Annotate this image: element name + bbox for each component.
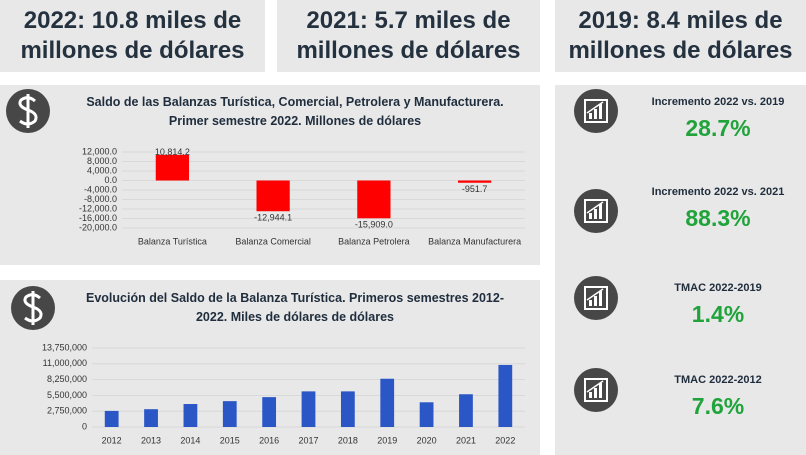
y-tick-label: -8,000.0: [84, 194, 117, 204]
x-tick-label: 2021: [456, 435, 476, 445]
header: 2022: 10.8 miles de millones de dólares: [0, 0, 265, 72]
dollar-icon: [11, 286, 55, 330]
icon-arrow: [586, 201, 604, 214]
value-label: -12,944.1: [254, 213, 292, 223]
panel: [0, 85, 540, 265]
y-tick-label: 8,000.0: [87, 156, 117, 166]
x-tick-label: Balanza Comercial: [235, 236, 311, 246]
x-tick-label: Balanza Turística: [138, 236, 207, 246]
chart-title: Evolución del Saldo de la Balanza Turíst…: [86, 291, 504, 324]
icon-bar: [589, 300, 592, 306]
chart-title: Saldo de las Balanzas Turística, Comerci…: [86, 95, 504, 128]
x-tick-label: Balanza Petrolera: [338, 236, 410, 246]
header: 2021: 5.7 miles de millones de dólares: [277, 0, 540, 72]
x-tick-label: 2019: [377, 435, 397, 445]
x-tick-label: Balanza Manufacturera: [428, 236, 521, 246]
kpi-label: TMAC 2022-2012: [674, 374, 762, 386]
icon-bar: [599, 383, 602, 398]
icon-bar: [599, 291, 602, 306]
x-tick-label: 2018: [338, 435, 358, 445]
x-tick-label: 2020: [417, 435, 437, 445]
icon-bar: [594, 388, 597, 398]
y-tick-label: 8,250,000: [47, 374, 87, 384]
value-label: 10,814.2: [155, 147, 190, 157]
y-tick-label: -20,000.0: [79, 222, 117, 232]
x-tick-label: 2016: [259, 435, 279, 445]
dollar-icon: [6, 89, 50, 133]
kpi-value: 28.7%: [685, 115, 751, 141]
bar: [301, 391, 316, 427]
x-tick-label: 2012: [102, 435, 122, 445]
bar: [498, 364, 513, 427]
x-tick-label: 2015: [220, 435, 240, 445]
icon-frame: [584, 199, 608, 223]
icon-bar: [599, 104, 602, 119]
icon-arrow: [586, 288, 604, 301]
bar: [104, 410, 119, 427]
icon-bar: [589, 113, 592, 119]
y-tick-label: 5,500,000: [47, 390, 87, 400]
bar: [183, 404, 198, 427]
kpi-label: Incremento 2022 vs. 2019: [651, 96, 785, 108]
growth-icon: [574, 189, 618, 233]
icon-bar: [594, 109, 597, 119]
x-tick-label: 2017: [298, 435, 318, 445]
y-tick-label: -4,000.0: [84, 184, 117, 194]
bar: [262, 397, 277, 427]
bar: [340, 391, 355, 427]
growth-icon: [574, 89, 618, 133]
y-tick-label: 12,000.0: [82, 146, 117, 156]
bar: [256, 180, 290, 212]
bar: [222, 401, 237, 427]
bar: [155, 154, 189, 181]
value-label: -951.7: [462, 184, 488, 194]
kpi-label: TMAC 2022-2019: [674, 282, 762, 294]
header: 2019: 8.4 miles de millones de dólares: [555, 0, 806, 72]
icon-bar: [594, 296, 597, 306]
y-tick-label: 0: [82, 421, 87, 431]
growth-icon: [574, 368, 618, 412]
y-tick-label: 13,750,000: [42, 342, 87, 352]
x-tick-label: 2014: [180, 435, 200, 445]
value-label: -15,909.0: [355, 220, 393, 230]
icon-arrow: [586, 380, 604, 393]
icon-bar: [589, 392, 592, 398]
icon-frame: [584, 378, 608, 402]
icon-arrow: [586, 101, 604, 114]
y-tick-label: 4,000.0: [87, 165, 117, 175]
y-tick-label: -12,000.0: [79, 203, 117, 213]
kpi-label: Incremento 2022 vs. 2021: [651, 186, 785, 198]
bar: [380, 378, 395, 427]
y-tick-label: -16,000.0: [79, 213, 117, 223]
y-tick-label: 11,000,000: [43, 358, 87, 368]
kpi-value: 7.6%: [691, 393, 745, 419]
kpi-value: 88.3%: [685, 205, 751, 231]
bar: [144, 409, 158, 427]
x-tick-label: 2013: [141, 435, 161, 445]
kpi-value: 1.4%: [691, 301, 745, 327]
bar: [357, 180, 391, 219]
y-tick-label: 0.0: [104, 175, 117, 185]
icon-frame: [584, 286, 608, 310]
growth-icon: [574, 276, 618, 320]
y-tick-label: 2,750,000: [47, 406, 87, 416]
x-tick-label: 2022: [495, 435, 515, 445]
icon-bar: [589, 213, 592, 219]
icon-bar: [599, 204, 602, 219]
bar: [459, 394, 473, 427]
icon-frame: [584, 99, 608, 123]
bar: [458, 180, 492, 183]
bar: [419, 402, 434, 427]
icon-bar: [594, 209, 597, 219]
